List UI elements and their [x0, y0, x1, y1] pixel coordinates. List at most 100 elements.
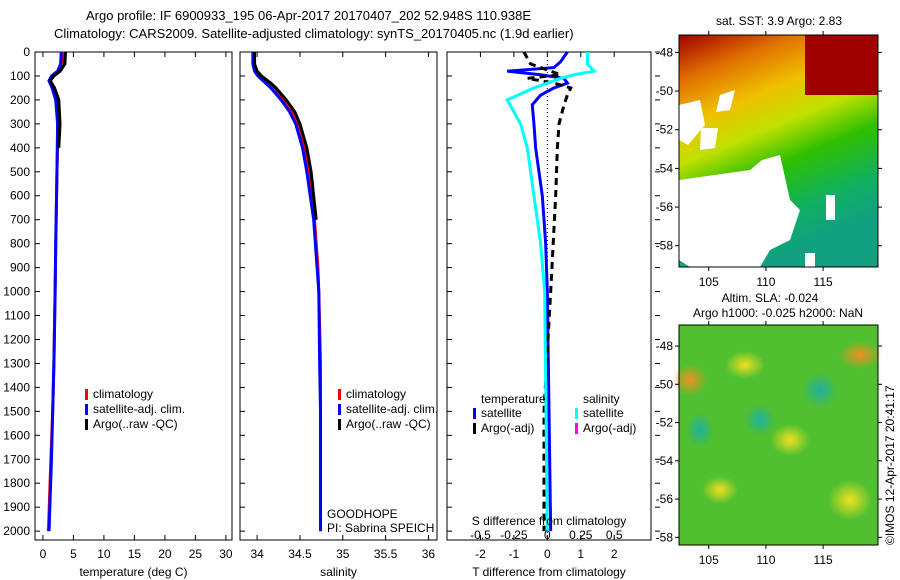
plot-frame — [239, 51, 438, 541]
longitude-label: 105 — [699, 275, 719, 289]
latitude-label: -54 — [656, 454, 674, 468]
x-tick-label: 0 — [40, 547, 47, 561]
x-tick-label: 5 — [70, 547, 77, 561]
legend-swatch — [85, 404, 88, 415]
x-tick-label: 30 — [219, 547, 233, 561]
latitude-label: -56 — [656, 200, 674, 214]
x-tick-label: -1 — [509, 547, 520, 561]
longitude-label: 115 — [814, 553, 833, 567]
y-tick-label: 1700 — [3, 452, 30, 466]
x-tick-label: 1 — [577, 547, 584, 561]
legend-label: satellite — [481, 406, 522, 420]
x-tick-label: 0 — [544, 547, 551, 561]
legend-title-salinity: salinity — [583, 392, 620, 406]
legend-label: climatology — [93, 387, 153, 401]
legend-title-temperature: temperature — [481, 392, 546, 406]
legend-swatch — [338, 419, 341, 430]
y-tick-label: 600 — [10, 189, 30, 203]
legend-label: Argo(..raw -QC) — [93, 417, 178, 431]
legend-label: climatology — [346, 387, 406, 401]
y-tick-label: 700 — [10, 213, 30, 227]
sst-map-axes: 105 110 115 -48 -50 -52 -54 -56 -58 — [656, 31, 882, 289]
latitude-label: -56 — [656, 492, 674, 506]
y-tick-label: 1000 — [3, 285, 30, 299]
latitude-label: -58 — [656, 239, 674, 253]
series-line-argo-raw-qc- — [48, 51, 67, 148]
x-tick-label: -2 — [475, 547, 486, 561]
y-tick-label: 900 — [10, 261, 30, 275]
legend-label: satellite-adj. clim. — [346, 402, 438, 416]
x-tick-label: 35.5 — [374, 547, 398, 561]
x-tick-label: 25 — [189, 547, 203, 561]
s-tick-label: 0.25 — [569, 528, 593, 542]
series-line-climatology — [252, 52, 323, 532]
s-tick-label: 0.5 — [606, 528, 623, 542]
latitude-label: -52 — [656, 123, 674, 137]
temperature-profile: 0 5 10 15 20 25 30 temperature (deg C) 0 100 200 30… — [3, 45, 233, 579]
sst-map-title: sat. SST: 3.9 Argo: 2.83 — [716, 14, 842, 28]
legend-swatch — [338, 404, 341, 415]
legend-swatch — [85, 419, 88, 430]
series-line-satellite-adj-clim- — [251, 52, 323, 532]
y-tick-label: 200 — [10, 93, 30, 107]
legend-swatch — [473, 408, 476, 419]
plot-frame — [34, 51, 233, 541]
latitude-label: -52 — [656, 416, 674, 430]
x-tick-label: 10 — [97, 547, 111, 561]
sla-map — [672, 325, 882, 545]
latitude-label: -50 — [656, 84, 674, 98]
longitude-label: 110 — [756, 553, 775, 567]
map-frame — [678, 34, 879, 268]
latitude-label: -48 — [656, 45, 674, 59]
x-tick-label: 34 — [250, 547, 264, 561]
latitude-label: -58 — [656, 530, 674, 544]
latitude-label: -54 — [656, 161, 674, 175]
series-line-s-satellite — [505, 52, 598, 532]
longitude-label: 115 — [814, 275, 833, 289]
legend-swatch — [575, 423, 578, 434]
s-tick-label: -0.25 — [500, 528, 528, 542]
longitude-label: 110 — [756, 275, 775, 289]
s-tick-label: -0.5 — [470, 528, 491, 542]
sla-map-title-line1: Altim. SLA: -0.024 — [722, 291, 819, 305]
legend-swatch — [338, 389, 341, 400]
s-axis-label: S difference from climatology — [472, 514, 627, 528]
y-tick-label: 1200 — [3, 332, 30, 346]
project-annotation: PI: Sabrina SPEICH — [327, 521, 434, 535]
sla-map-axes: 105 110 115 -48 -50 -52 -54 -56 -58 — [656, 321, 882, 567]
x-tick-label: 2 — [611, 547, 618, 561]
sst-warm-region — [805, 35, 878, 95]
y-tick-label: 800 — [10, 237, 30, 251]
project-annotation: GOODHOPE — [327, 507, 398, 521]
sla-map-title-line2: Argo h1000: -0.025 h2000: NaN — [693, 306, 863, 320]
x-axis-label: T difference from climatology — [472, 565, 626, 579]
s-tick-label: 0 — [544, 528, 551, 542]
y-tick-label: 1600 — [3, 428, 30, 442]
y-tick-label: 0 — [23, 45, 30, 59]
longitude-label: 105 — [699, 553, 719, 567]
plot-frame — [446, 51, 652, 541]
series-line-satellite-adj-clim- — [47, 51, 63, 532]
x-tick-label: 20 — [158, 547, 172, 561]
figure-title-line1: Argo profile: IF 6900933_195 06-Apr-2017… — [86, 8, 532, 23]
difference-profile: -2 -1 0 1 2 T difference from climatology temp… — [446, 51, 660, 579]
y-tick-label: 2000 — [3, 524, 30, 538]
series-line-t-satellite — [507, 51, 570, 532]
y-tick-label: 100 — [10, 69, 30, 83]
map-frame — [678, 324, 879, 546]
y-tick-label: 300 — [10, 117, 30, 131]
legend-swatch — [575, 408, 578, 419]
latitude-label: -50 — [656, 377, 674, 391]
y-tick-label: 1500 — [3, 404, 30, 418]
x-axis-label: temperature (deg C) — [79, 565, 187, 579]
legend-label: Argo(-adj) — [481, 421, 534, 435]
latitude-label: -48 — [656, 339, 674, 353]
x-axis-label: salinity — [320, 565, 357, 579]
legend-swatch — [85, 389, 88, 400]
sst-cloud-mask — [679, 90, 835, 267]
y-tick-label: 500 — [10, 165, 30, 179]
y-tick-label: 1400 — [3, 380, 30, 394]
legend-label: Argo(-adj) — [583, 421, 636, 435]
